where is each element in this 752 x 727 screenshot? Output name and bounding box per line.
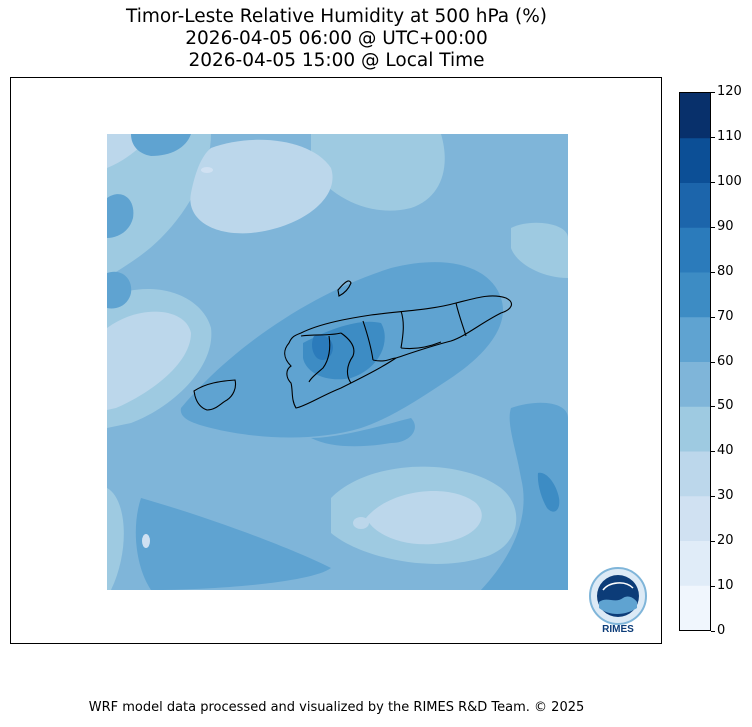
colorbar-tick-mark [711, 226, 715, 228]
humidity-region-60-70 [107, 194, 134, 238]
rimes-logo-icon: RIMES [589, 567, 647, 635]
colorbar-band [680, 406, 710, 452]
colorbar-band [680, 316, 710, 362]
humidity-region-60-70 [107, 271, 132, 309]
colorbar [679, 92, 711, 631]
colorbar-tick: 10 [711, 579, 751, 593]
colorbar-tick-mark [711, 451, 715, 453]
humidity-region-60-70 [131, 134, 191, 156]
colorbar-tick-label: 40 [717, 443, 734, 459]
colorbar-tick-label: 90 [717, 218, 734, 234]
colorbar-tick-mark [711, 136, 715, 138]
humidity-region-30-40 [107, 311, 191, 410]
colorbar-tick: 80 [711, 263, 751, 279]
humidity-region-80-90 [312, 335, 333, 360]
humidity-region-70-80 [537, 472, 560, 512]
colorbar-tick-label: 20 [717, 533, 734, 549]
colorbar-tick: 110 [711, 128, 751, 144]
colorbar-tick: 100 [711, 173, 751, 189]
timor-leste-mainland-outline [284, 295, 512, 409]
colorbar-tick-label: 110 [717, 128, 742, 144]
colorbar-band [680, 585, 710, 630]
colorbar-tick-mark [711, 271, 715, 273]
colorbar-band [680, 451, 710, 497]
humidity-region-40-50 [311, 134, 445, 211]
colorbar-band [680, 227, 710, 273]
colorbar-tick: 20 [711, 534, 751, 548]
colorbar-tick: 120 [711, 85, 751, 99]
colorbar-gradient [680, 93, 710, 630]
colorbar-tick-mark [711, 541, 715, 543]
colorbar-tick-label: 120 [717, 84, 742, 99]
colorbar-band [680, 93, 710, 139]
humidity-region-20-30 [142, 534, 150, 548]
colorbar-tick-mark [711, 586, 715, 588]
colorbar-tick-label: 50 [717, 398, 734, 414]
colorbar-tick: 70 [711, 308, 751, 324]
humidity-region-60-70 [135, 498, 331, 590]
title-line-utc-time: 2026-04-05 06:00 @ UTC+00:00 [185, 28, 488, 49]
colorbar-tick-mark [711, 92, 715, 93]
colorbar-tick-mark [711, 631, 715, 632]
chart-title: Timor-Leste Relative Humidity at 500 hPa… [10, 6, 663, 72]
district-boundaries [300, 302, 467, 384]
logo-text: RIMES [602, 624, 634, 635]
colorbar-tick-mark [711, 361, 715, 363]
colorbar-tick: 40 [711, 444, 751, 458]
colorbar-tick: 50 [711, 399, 751, 413]
oecusse-enclave-outline [193, 379, 237, 411]
colorbar-tick-mark [711, 406, 715, 408]
humidity-region-30-40 [190, 139, 333, 234]
timor-leste-borders [193, 280, 512, 411]
colorbar-tick-mark [711, 316, 715, 318]
humidity-region-20-30 [201, 167, 213, 173]
colorbar-ticks: 0 10 20 30 40 50 60 70 80 90 100 110 120 [711, 85, 751, 638]
humidity-region-60-70 [481, 402, 568, 590]
colorbar-band [680, 495, 710, 541]
colorbar-band [680, 540, 710, 586]
title-line-local-time: 2026-04-05 15:00 @ Local Time [188, 50, 485, 71]
colorbar-band [680, 361, 710, 407]
title-line-variable: Timor-Leste Relative Humidity at 500 hPa… [125, 6, 548, 27]
humidity-region-40-50 [107, 488, 124, 590]
colorbar-tick-label: 10 [717, 578, 734, 594]
colorbar-tick-mark [711, 496, 715, 498]
humidity-region-60-70 [311, 418, 415, 447]
colorbar-tick-label: 30 [717, 488, 734, 504]
colorbar-tick: 0 [711, 624, 751, 638]
colorbar-tick-label: 60 [717, 353, 734, 369]
map-panel [10, 77, 662, 644]
atauro-island-outline [337, 280, 352, 297]
colorbar-band [680, 182, 710, 228]
colorbar-tick-label: 100 [717, 173, 742, 189]
humidity-region-30-40 [366, 491, 482, 545]
humidity-region-40-50 [107, 134, 211, 278]
colorbar-band [680, 137, 710, 183]
colorbar-tick: 60 [711, 353, 751, 369]
colorbar-tick-label: 80 [717, 263, 734, 279]
colorbar-tick-label: 0 [717, 623, 726, 638]
colorbar-tick-mark [711, 181, 715, 183]
colorbar-tick-label: 70 [717, 308, 734, 324]
humidity-region-30-40 [353, 517, 369, 529]
colorbar-tick: 30 [711, 489, 751, 503]
colorbar-tick: 90 [711, 218, 751, 234]
humidity-map [107, 134, 568, 590]
colorbar-band [680, 272, 710, 318]
humidity-region-40-50 [511, 222, 568, 278]
footer-credit: WRF model data processed and visualized … [88, 700, 585, 715]
